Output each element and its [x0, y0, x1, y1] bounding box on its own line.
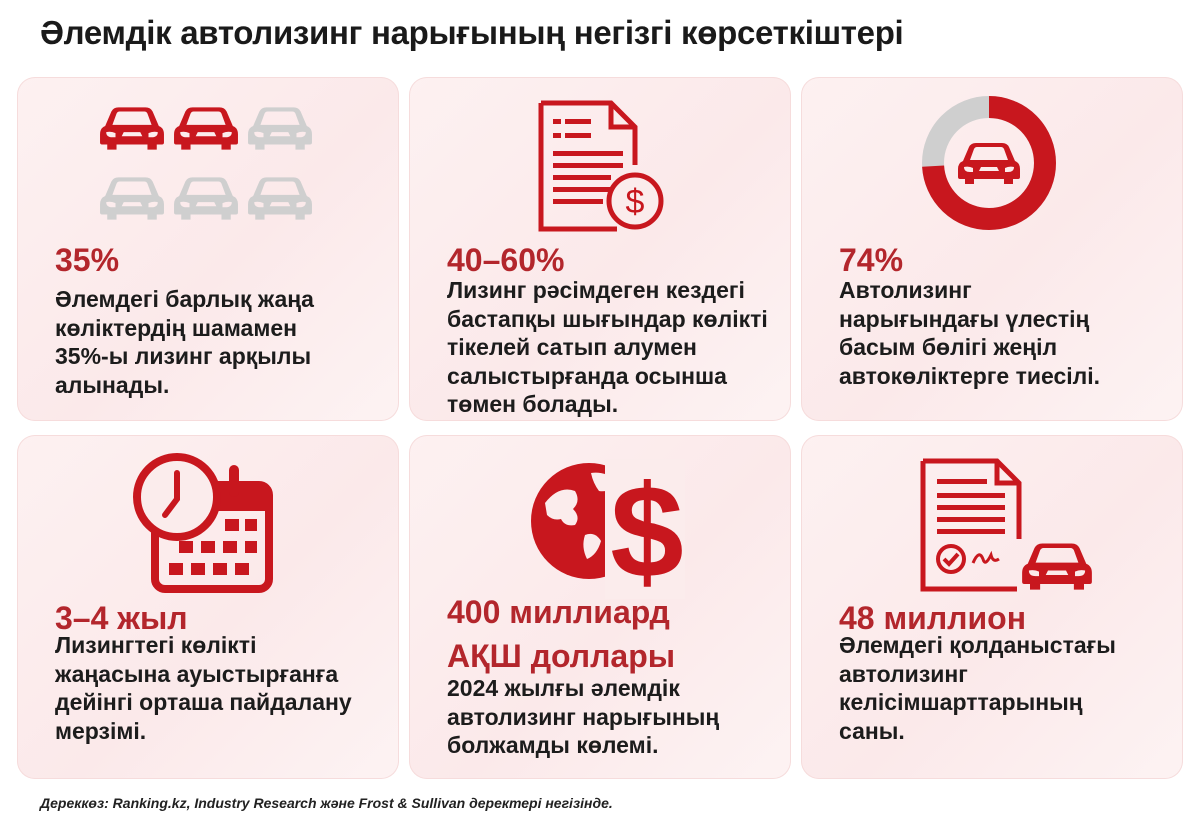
desc-line: болжамды көлемі. [447, 732, 659, 758]
stat-description: Лизинг рәсімдеген кездегі бастапқы шығын… [447, 276, 782, 419]
desc-line: 35%-ы лизинг арқылы [55, 343, 312, 369]
desc-line: 2024 жылғы әлемдік [447, 675, 680, 701]
donut-car-icon [922, 96, 1056, 230]
desc-line: басым бөлігі жеңіл [839, 334, 1058, 360]
page-title: Әлемдік автолизинг нарығының негізгі көр… [40, 14, 904, 51]
stat-value: 40–60% [447, 242, 565, 278]
stat-card-initial-costs: $ 40–60% Лизинг рәсімдеген кездегі баста… [409, 77, 791, 421]
desc-line: жаңасына ауыстырғанға [55, 660, 339, 687]
value-line: 400 миллиард [447, 594, 670, 630]
desc-line: бастапқы шығындар көлікті [447, 305, 768, 332]
desc-line: саны. [839, 717, 905, 744]
stat-description: Әлемдегі барлық жаңа көліктердің шамамен… [55, 285, 390, 399]
stat-description: Әлемдегі қолданыстағы автолизинг келісім… [839, 631, 1174, 745]
desc-line: Лизингтегі көлікті [55, 632, 257, 658]
stat-value: 74% [839, 242, 904, 278]
desc-line: нарығындағы үлестің [839, 305, 1090, 332]
desc-line: Әлемдегі қолданыстағы [839, 632, 1116, 658]
stat-description: 2024 жылғы әлемдік автолизинг нарығының … [447, 674, 782, 760]
desc-line: Лизинг рәсімдеген кездегі [447, 277, 745, 303]
desc-line: төмен болады. [447, 391, 619, 417]
desc-line: автолизинг [839, 660, 968, 687]
desc-line: Әлемдегі барлық жаңа [55, 286, 314, 312]
stat-card-contracts: 48 миллион Әлемдегі қолданыстағы автолиз… [801, 435, 1183, 779]
stat-value: 35% [55, 242, 120, 278]
calendar-clock-icon [133, 453, 273, 593]
cars-grid-icon [100, 107, 312, 220]
contract-car-icon [920, 458, 1092, 592]
source-note: Дереккөз: Ranking.kz, Industry Research … [40, 795, 613, 811]
desc-line: мерзімі. [55, 717, 147, 744]
desc-line: дейінгі орташа пайдалану [55, 689, 352, 715]
desc-line: көліктердің шамамен [55, 314, 298, 341]
invoice-dollar-icon: $ [538, 100, 664, 232]
desc-line: автолизинг нарығының [447, 703, 720, 730]
desc-line: тікелей сатып алумен [447, 334, 697, 360]
stat-value: 400 миллиард АҚШ доллары [447, 590, 675, 678]
svg-text:$: $ [626, 183, 645, 221]
globe-dollar-icon: $ [531, 458, 685, 601]
desc-line: салыстырғанда осынша [447, 362, 727, 389]
stat-description: Лизингтегі көлікті жаңасына ауыстырғанға… [55, 631, 390, 745]
stat-value: 48 миллион [839, 600, 1027, 636]
stat-card-new-cars: 35% Әлемдегі барлық жаңа көліктердің шам… [17, 77, 399, 421]
stat-value: 3–4 жыл [55, 600, 188, 636]
value-line: АҚШ доллары [447, 638, 676, 674]
stat-card-market-volume: $ 400 миллиард АҚШ доллары 2024 жылғы әл… [409, 435, 791, 779]
svg-text:$: $ [610, 458, 683, 601]
desc-line: келісімшарттарының [839, 689, 1083, 715]
desc-line: автокөліктерге тиесілі. [839, 362, 1101, 389]
stat-card-passenger-share: 74% Автолизинг нарығындағы үлестің басым… [801, 77, 1183, 421]
stat-description: Автолизинг нарығындағы үлестің басым бөл… [839, 276, 1174, 390]
stat-card-usage-period: 3–4 жыл Лизингтегі көлікті жаңасына ауыс… [17, 435, 399, 779]
desc-line: алынады. [55, 371, 170, 398]
desc-line: Автолизинг [839, 277, 972, 303]
